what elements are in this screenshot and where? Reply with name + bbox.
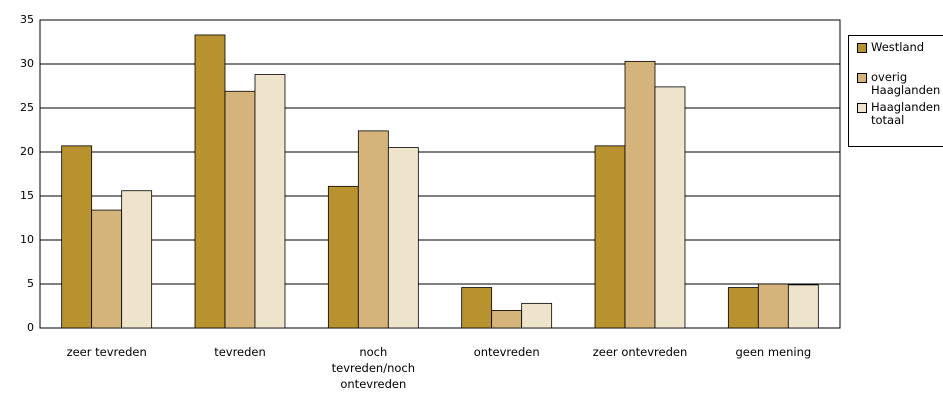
bar bbox=[491, 309, 523, 329]
bar bbox=[327, 185, 359, 329]
legend-label: overig Haaglanden bbox=[871, 70, 941, 97]
bar bbox=[387, 147, 419, 329]
x-tick-label: noch tevreden/noch ontevreden bbox=[331, 345, 416, 391]
x-tick-label: geen mening bbox=[735, 345, 812, 359]
legend-swatch bbox=[857, 43, 867, 53]
legend: Westland overig Haaglanden Haaglanden tota… bbox=[848, 35, 943, 147]
bar bbox=[787, 284, 819, 329]
bar bbox=[91, 209, 123, 329]
bar bbox=[121, 190, 153, 329]
y-tick-label: 30 bbox=[20, 57, 34, 70]
bar bbox=[254, 74, 286, 329]
y-tick-label: 25 bbox=[20, 101, 34, 114]
bar bbox=[594, 145, 626, 329]
y-tick-label: 10 bbox=[20, 233, 34, 246]
bar bbox=[521, 302, 553, 329]
legend-label: Westland bbox=[871, 40, 925, 54]
bar bbox=[357, 130, 389, 329]
bar bbox=[461, 287, 493, 329]
legend-item: overig Haaglanden bbox=[857, 70, 941, 97]
bar bbox=[727, 287, 759, 329]
y-tick-label: 5 bbox=[27, 277, 34, 290]
legend-swatch bbox=[857, 73, 867, 83]
y-tick-label: 0 bbox=[27, 321, 34, 334]
bar bbox=[61, 145, 93, 329]
bar bbox=[624, 60, 656, 329]
x-tick-label: ontevreden bbox=[473, 345, 540, 359]
legend-item: Westland bbox=[857, 41, 937, 54]
y-tick-label: 35 bbox=[20, 13, 34, 26]
plot-border bbox=[39, 19, 841, 329]
x-tick-label: zeer tevreden bbox=[66, 345, 147, 359]
y-tick-label: 20 bbox=[20, 145, 34, 158]
bar bbox=[194, 34, 226, 329]
x-tick-label: zeer ontevreden bbox=[592, 345, 688, 359]
legend-label: Haaglanden totaal bbox=[871, 100, 941, 127]
legend-swatch bbox=[857, 103, 867, 113]
bar bbox=[654, 86, 686, 329]
bar bbox=[224, 90, 256, 329]
y-tick-label: 15 bbox=[20, 189, 34, 202]
legend-item: Haaglanden totaal bbox=[857, 100, 941, 127]
bar bbox=[757, 283, 789, 329]
x-tick-label: tevreden bbox=[214, 345, 266, 359]
